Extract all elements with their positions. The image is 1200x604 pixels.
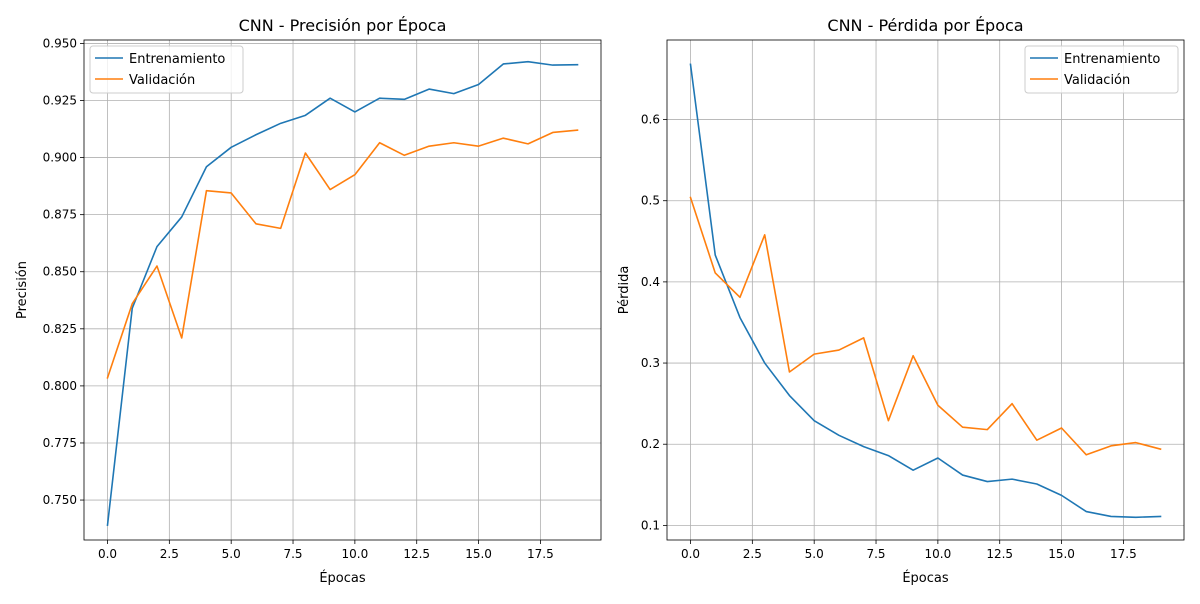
x-tick-label: 7.5 [866,547,885,561]
y-tick-label: 0.900 [43,151,77,165]
y-tick-label: 0.925 [43,94,77,108]
x-axis-label: Épocas [319,570,366,586]
y-tick-label: 0.875 [43,208,77,222]
y-tick-label: 0.1 [641,518,660,532]
x-tick-label: 17.5 [1110,547,1137,561]
y-axis-label: Pérdida [617,266,632,315]
x-tick-label: 0.0 [681,547,700,561]
legend-label-validacion: Validación [1064,73,1130,88]
y-tick-label: 0.3 [641,356,660,370]
x-tick-label: 5.0 [222,547,241,561]
x-tick-label: 15.0 [1048,547,1075,561]
plot-frame [666,39,1185,541]
y-tick-label: 0.6 [641,113,660,127]
x-axis-label: Épocas [902,570,949,586]
y-tick-label: 0.825 [43,322,77,336]
y-tick-label: 0.850 [43,265,77,279]
y-tick-label: 0.950 [43,36,77,50]
y-tick-label: 0.2 [641,437,660,451]
x-tick-label: 7.5 [283,547,302,561]
x-tick-label: 10.0 [925,547,952,561]
series-line-validacion [106,129,579,379]
legend-label-validacion: Validación [129,73,195,88]
x-tick-label: 17.5 [527,547,554,561]
accuracy-chart: 0.0 2.5 5.0 7.5 10.0 12.5 15.0 17.5 0.750 0.775 0.… [15,16,602,586]
x-tick-label: 12.5 [986,547,1013,561]
legend-box [89,45,244,94]
x-tick-label: 5.0 [805,547,824,561]
x-tick-label: 2.5 [743,547,762,561]
legend-box [1024,45,1179,94]
y-axis-label: Precisión [15,261,30,319]
x-tick-label: 15.0 [465,547,492,561]
series-line-validacion [689,196,1162,456]
x-tick-label: 10.0 [342,547,369,561]
plot-frame [83,39,602,541]
legend-label-entrenamiento: Entrenamiento [1064,52,1160,67]
x-tick-label: 12.5 [403,547,430,561]
series-line-entrenamiento [689,63,1162,519]
x-tick-label: 2.5 [160,547,179,561]
y-tick-label: 0.4 [641,275,660,289]
chart-title: CNN - Pérdida por Época [827,16,1023,35]
loss-chart: 0.0 2.5 5.0 7.5 10.0 12.5 15.0 17.5 0.1 0.2 0.3 0.4… [617,16,1185,586]
y-tick-label: 0.775 [43,436,77,450]
y-tick-label: 0.5 [641,194,660,208]
x-tick-label: 0.0 [98,547,117,561]
y-tick-label: 0.800 [43,379,77,393]
legend-label-entrenamiento: Entrenamiento [129,52,225,67]
series-line-entrenamiento [106,60,579,527]
chart-title: CNN - Precisión por Época [239,16,447,35]
y-tick-label: 0.750 [43,493,77,507]
